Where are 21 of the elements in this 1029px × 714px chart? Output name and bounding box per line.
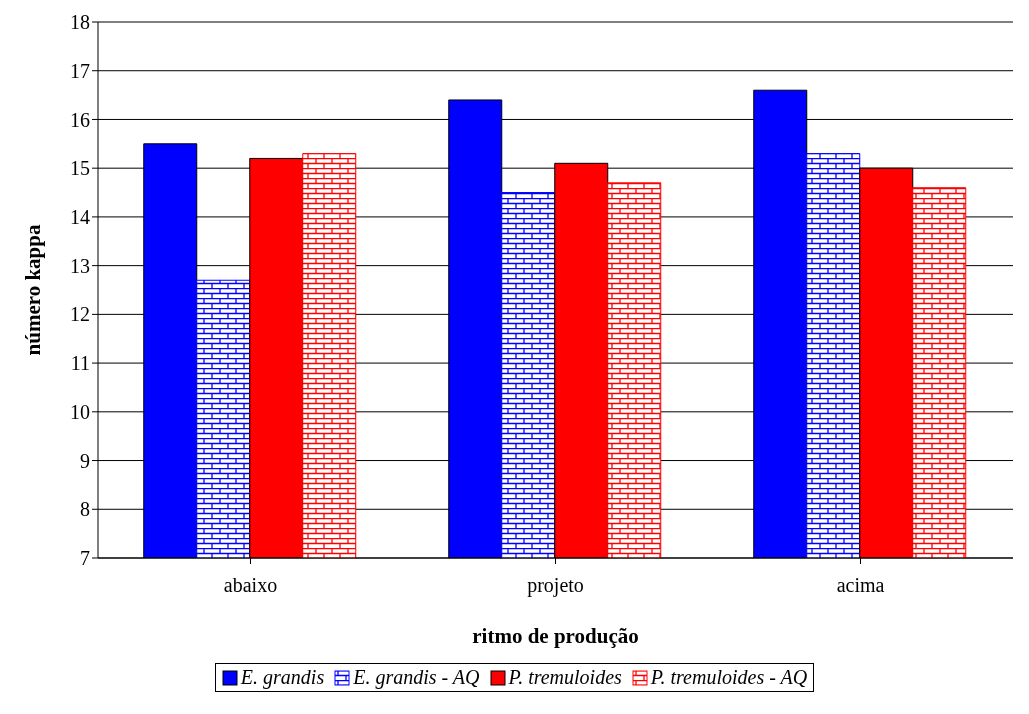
y-tick-label: 12	[70, 303, 90, 326]
y-tick-label: 7	[80, 547, 90, 570]
y-tick-label: 9	[80, 449, 90, 472]
y-tick-label: 17	[70, 59, 90, 82]
x-axis-title: ritmo de produção	[472, 624, 639, 648]
x-tick-label: projeto	[527, 574, 584, 598]
y-tick-label: 14	[70, 206, 90, 229]
y-tick-label: 16	[70, 108, 90, 131]
y-tick-label: 10	[70, 400, 90, 423]
legend-label: P. tremuloides - AQ	[649, 666, 808, 689]
y-tick-label: 11	[70, 352, 90, 375]
y-tick-label: 15	[70, 157, 90, 180]
legend-label: E. grandis	[239, 666, 325, 689]
y-axis-title: número kappa	[21, 224, 46, 356]
y-tick-label: 13	[70, 254, 90, 277]
y-tick-label: 18	[70, 11, 90, 34]
legend-label: P. tremuloides	[507, 666, 622, 689]
y-tick-label: 8	[80, 498, 90, 521]
legend-label: E. grandis - AQ	[352, 666, 480, 689]
x-tick-label: acima	[836, 574, 885, 597]
x-tick-label: abaixo	[223, 574, 278, 597]
